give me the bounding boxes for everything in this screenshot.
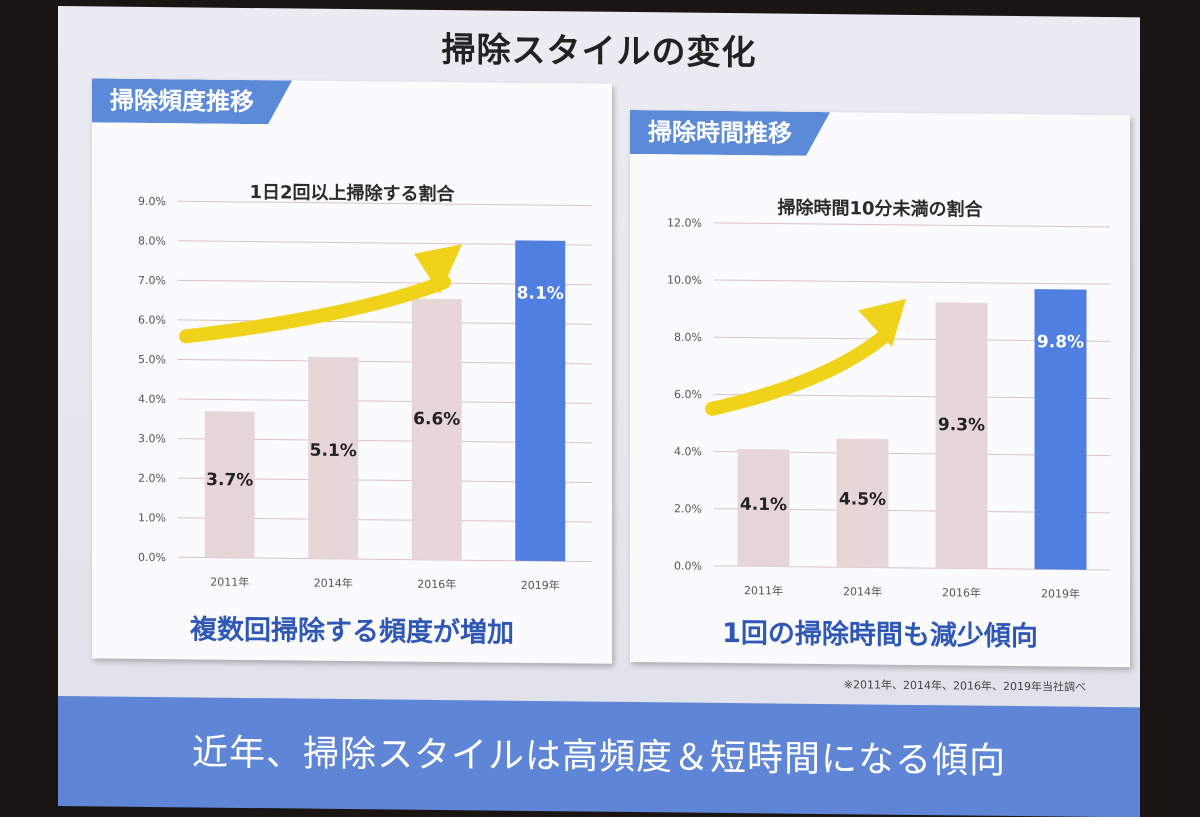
bottom-banner: 近年、掃除スタイルは高頻度＆短時間になる傾向 — [58, 696, 1140, 817]
trend-arrow — [705, 327, 893, 416]
y-tick-label: 0.0% — [674, 559, 702, 572]
gridline — [178, 200, 592, 207]
frequency-panel: 掃除頻度推移 1日2回以上掃除する割合 0.0% 1.0% 2.0% 3.0% 4.0%… — [92, 78, 612, 664]
bar — [308, 356, 359, 560]
x-tick-label: 2016年 — [942, 585, 981, 599]
duration-chart: 0.0% 2.0% 4.0% 6.0% 8.0% 10.0% 12.0% 4.1% 2011年 4… — [667, 216, 1110, 601]
banner-text: 近年、掃除スタイルは高頻度＆短時間になる傾向 — [191, 732, 1006, 782]
bar-value-label: 4.5% — [839, 489, 886, 509]
y-tick-label: 9.0% — [138, 195, 166, 208]
gridline — [714, 222, 1110, 228]
y-tick-label: 5.0% — [138, 353, 166, 366]
trend-arrow-head — [858, 298, 906, 347]
y-tick-label: 7.0% — [138, 274, 166, 287]
bar-value-label: 5.1% — [310, 441, 357, 461]
bar-value-label: 9.8% — [1037, 332, 1084, 352]
y-tick-label: 10.0% — [667, 274, 702, 287]
x-tick-label: 2011年 — [210, 575, 249, 589]
frequency-panel-footer: 複数回掃除する頻度が増加 — [190, 614, 514, 649]
bar — [515, 240, 566, 562]
y-tick-label: 4.0% — [138, 393, 166, 406]
bar — [204, 411, 255, 559]
bar-value-label: 3.7% — [206, 470, 253, 490]
y-tick-label: 2.0% — [674, 502, 702, 515]
bar-value-label: 6.6% — [413, 409, 460, 429]
bar-value-label: 8.1% — [517, 283, 564, 303]
bar — [836, 438, 889, 568]
x-tick-label: 2014年 — [314, 576, 353, 590]
duration-panel-footer: 1回の掃除時間も減少傾向 — [722, 617, 1038, 653]
trend-arrow-head — [414, 244, 462, 295]
y-tick-label: 4.0% — [674, 445, 702, 458]
bar — [1034, 289, 1087, 570]
bar — [411, 298, 462, 561]
y-tick-label: 6.0% — [138, 314, 166, 327]
frequency-chart: 0.0% 1.0% 2.0% 3.0% 4.0% 5.0% 6.0% 7.0% 8.0% 9.0%… — [138, 195, 592, 592]
y-tick-label: 8.0% — [138, 234, 166, 247]
trend-arrow — [179, 275, 451, 344]
x-tick-label: 2014年 — [843, 584, 882, 598]
duration-panel: 掃除時間推移 掃除時間10分未満の割合 0.0% 2.0% 4.0% 6.0% 8.0%… — [630, 109, 1130, 668]
bar-value-label: 4.1% — [740, 495, 787, 515]
y-tick-label: 2.0% — [138, 472, 166, 485]
x-tick-label: 2011年 — [744, 583, 783, 597]
bar — [935, 302, 988, 569]
x-tick-label: 2016年 — [417, 577, 456, 591]
x-tick-label: 2019年 — [1041, 586, 1080, 600]
bar — [737, 448, 790, 567]
slide: 掃除スタイルの変化 掃除頻度推移 1日2回以上掃除する割合 0.0% 1.0% 2.… — [58, 6, 1140, 817]
y-tick-label: 0.0% — [138, 551, 166, 564]
x-tick-label: 2019年 — [521, 578, 560, 592]
y-tick-label: 1.0% — [138, 511, 166, 524]
y-tick-label: 8.0% — [674, 331, 702, 344]
y-tick-label: 12.0% — [667, 216, 702, 229]
y-tick-label: 6.0% — [674, 388, 702, 401]
source-note: ※2011年、2014年、2016年、2019年当社調べ — [843, 678, 1086, 694]
gridline — [714, 279, 1110, 285]
slide-title: 掃除スタイルの変化 — [441, 30, 757, 74]
y-tick-label: 3.0% — [138, 432, 166, 445]
bar-value-label: 9.3% — [938, 415, 985, 435]
